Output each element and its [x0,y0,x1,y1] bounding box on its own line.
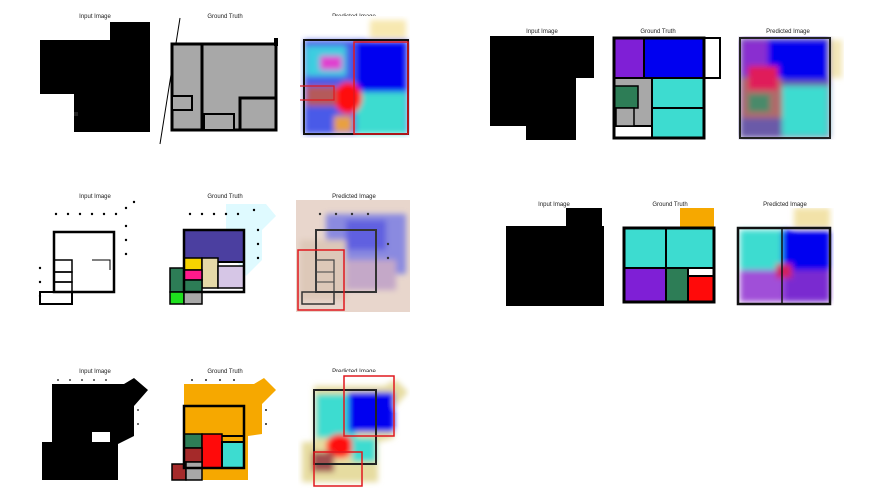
input-image-3 [36,200,152,310]
predicted-image-4 [736,208,834,306]
ground-truth-image-1 [158,16,280,146]
input-image-label: Input Image [538,202,570,208]
highlight-box [297,249,345,311]
input-image-label: Input Image [79,194,111,200]
ground-truth-label: Ground Truth [207,14,243,20]
ground-truth-label: Ground Truth [652,202,688,208]
ground-truth-image-4 [620,208,718,306]
predicted-image-label: Predicted Image [763,202,807,208]
predicted-image-3 [296,200,410,312]
input-image-label: Input Image [526,29,558,35]
ground-truth-label: Ground Truth [207,194,243,200]
predicted-image-1 [300,16,410,138]
input-image-label: Input Image [79,14,111,20]
input-image-2 [490,36,594,140]
input-image-label: Input Image [79,369,111,375]
ground-truth-label: Ground Truth [640,29,676,35]
input-image-1 [40,22,152,134]
predicted-image-5 [298,372,410,488]
highlight-box [313,451,363,487]
highlight-box [343,375,395,437]
highlight-box [300,85,335,101]
ground-truth-image-3 [166,200,276,310]
ground-truth-image-5 [168,376,278,484]
predicted-image-2 [738,36,844,140]
ground-truth-image-2 [612,36,722,140]
predicted-image-label: Predicted Image [332,194,376,200]
predicted-image-label: Predicted Image [766,29,810,35]
input-image-4 [506,208,604,306]
ground-truth-label: Ground Truth [207,369,243,375]
input-image-5 [38,376,150,484]
